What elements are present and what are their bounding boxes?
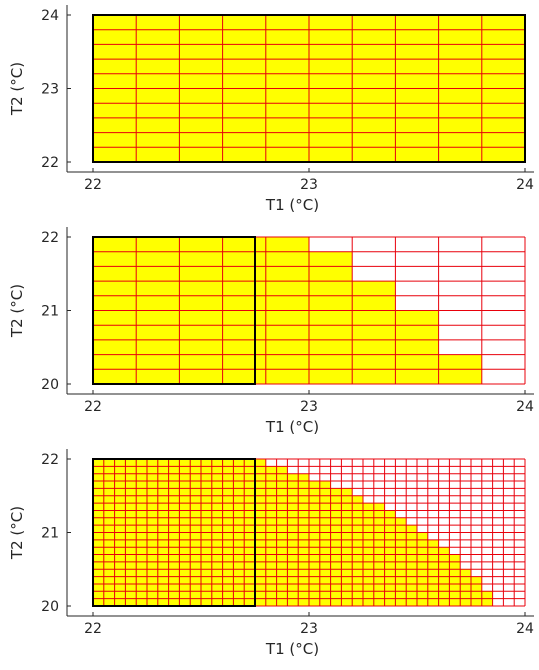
y-tick-label: 20 (41, 377, 59, 393)
x-tick-label: 23 (300, 399, 318, 415)
y-axis-label: T2 (°C) (8, 284, 26, 338)
filled-column-35 (460, 569, 471, 606)
outlined-box (92, 14, 526, 163)
filled-column-6 (309, 251, 353, 384)
y-tick-label: 23 (41, 82, 59, 98)
filled-column-18 (276, 466, 288, 606)
x-axis-label: T1 (°C) (265, 418, 319, 436)
filled-column-34 (449, 554, 461, 606)
y-tick-label: 21 (41, 304, 59, 320)
filled-column-17 (265, 466, 277, 606)
y-tick-label: 22 (41, 230, 59, 246)
x-axis-label: T1 (°C) (265, 196, 319, 214)
x-axis-label: T1 (°C) (265, 640, 319, 658)
filled-column-22 (319, 481, 331, 606)
x-tick-label: 23 (300, 177, 318, 193)
x-tick-label: 22 (84, 399, 102, 415)
chart-panel-1: 22 23 24 22 23 24 T1 (°C) T2 (°C) (8, 5, 534, 214)
y-tick-label: 20 (41, 599, 59, 615)
outlined-box (92, 458, 256, 607)
filled-column-8 (395, 310, 439, 384)
chart-panel-2: 22 23 24 20 21 22 T1 (°C) T2 (°C) (8, 227, 534, 436)
y-tick-label: 21 (41, 526, 59, 542)
y-tick-label: 22 (41, 155, 59, 171)
y-tick-label: 22 (41, 452, 59, 468)
x-tick-label: 24 (516, 399, 534, 415)
x-tick-label: 24 (516, 621, 534, 637)
x-tick-label: 22 (84, 177, 102, 193)
y-axis-label: T2 (°C) (8, 62, 26, 116)
filled-column-21 (309, 481, 320, 606)
outlined-box (92, 236, 256, 385)
x-tick-label: 22 (84, 621, 102, 637)
filled-column-30 (406, 525, 417, 606)
x-tick-label: 24 (516, 177, 534, 193)
y-tick-label: 24 (41, 8, 59, 24)
filled-column-25 (352, 495, 363, 606)
filled-column-28 (384, 510, 396, 606)
chart-panel-3: 22 23 24 20 21 22 T1 (°C) T2 (°C) (8, 449, 534, 658)
x-tick-label: 23 (300, 621, 318, 637)
filled-column-32 (427, 539, 439, 606)
y-axis-label: T2 (°C) (8, 506, 26, 560)
filled-column-7 (352, 281, 396, 384)
